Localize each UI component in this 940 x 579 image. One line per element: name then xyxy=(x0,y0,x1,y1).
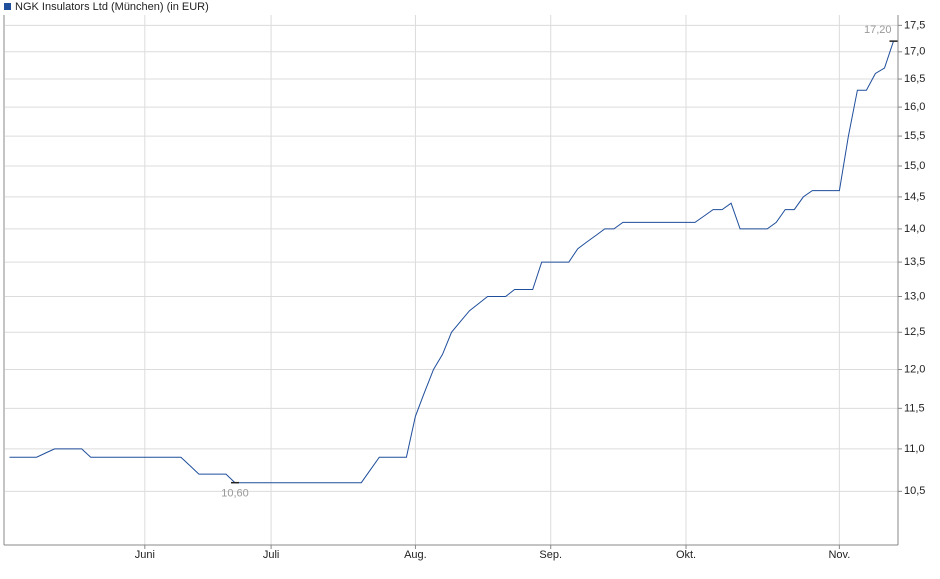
legend-swatch xyxy=(4,3,11,10)
y-tick-label: 13,5 xyxy=(904,256,925,268)
annotation-label: 10,60 xyxy=(221,488,249,500)
y-tick-label: 17,0 xyxy=(904,46,925,58)
y-tick-label: 11,5 xyxy=(904,402,925,414)
price-line xyxy=(9,40,894,484)
y-tick-label: 12,0 xyxy=(904,363,925,375)
y-tick-label: 11,0 xyxy=(904,443,925,455)
y-tick-label: 17,5 xyxy=(904,19,925,31)
annotation-label: 17,20 xyxy=(864,24,892,36)
x-tick-label: Aug. xyxy=(404,549,427,561)
y-tick-label: 15,0 xyxy=(904,160,925,172)
y-tick-label: 16,0 xyxy=(904,101,925,113)
x-tick-label: Sep. xyxy=(539,549,562,561)
legend-label: NGK Insulators Ltd (München) (in EUR) xyxy=(15,1,209,13)
y-tick-label: 13,0 xyxy=(904,290,925,302)
y-tick-label: 15,5 xyxy=(904,130,925,142)
x-tick-label: Okt. xyxy=(676,549,696,561)
y-tick-label: 14,5 xyxy=(904,191,925,203)
y-tick-label: 10,5 xyxy=(904,485,925,497)
x-tick-label: Juli xyxy=(263,549,280,561)
y-tick-label: 14,0 xyxy=(904,223,925,235)
y-tick-label: 16,5 xyxy=(904,73,925,85)
y-tick-label: 12,5 xyxy=(904,326,925,338)
x-tick-label: Juni xyxy=(135,549,155,561)
x-tick-label: Nov. xyxy=(828,549,850,561)
